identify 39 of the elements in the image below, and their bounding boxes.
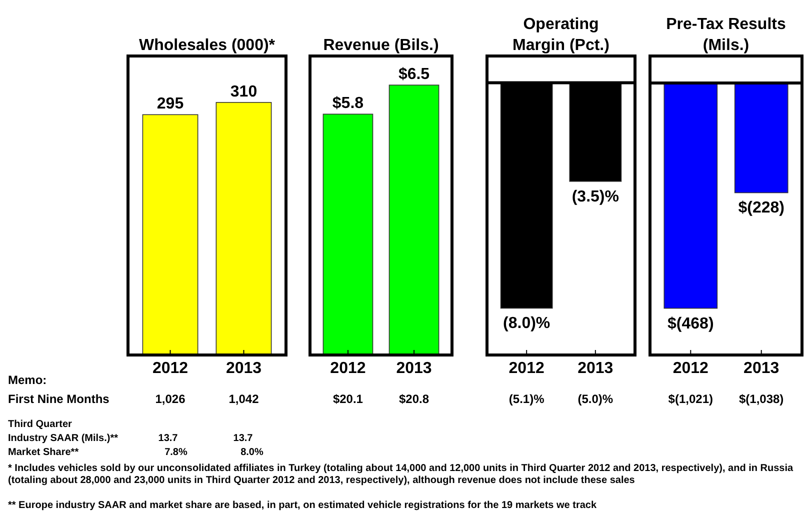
data-label: (8.0)% xyxy=(503,315,550,332)
data-label: $6.5 xyxy=(398,66,430,84)
text: First Nine Months xyxy=(8,392,110,406)
text: ** Europe industry SAAR and market share are based, in part, on estimated vehicle registrations for the 19 markets we track xyxy=(8,500,597,511)
text: (5.1)% xyxy=(508,392,545,406)
text: $(1,021) xyxy=(668,392,714,406)
data-label: 310 xyxy=(230,83,258,100)
text: * Includes vehicles sold by our unconsolidated affiliates in Turkey (totaling about 14,000 and 12,000 units in Third Quarter 2012 and 2013, respectively), and in Russia (totaling about 28,000 and 23,000 units in Third Quarter 2012 and 2013, respectively), although revenue does not include these sales xyxy=(8,463,794,486)
text: 1,042 xyxy=(228,392,260,406)
x-tick-label: 2013 xyxy=(226,360,262,377)
data-label: $(468) xyxy=(668,315,714,332)
x-tick-label: 2012 xyxy=(330,360,366,377)
x-tick-label: 2012 xyxy=(152,360,188,377)
text: Third Quarter xyxy=(8,419,72,430)
text: (5.0)% xyxy=(578,392,614,406)
text: $(1,038) xyxy=(738,392,784,406)
x-tick-label: 2012 xyxy=(508,360,544,377)
x-tick-label: 2012 xyxy=(672,360,709,377)
text: Market Share** xyxy=(8,447,79,458)
data-label: 295 xyxy=(156,96,184,113)
data-label: $5.8 xyxy=(332,95,364,112)
chart-title: Pre-Tax Results (Mils.) xyxy=(666,16,786,54)
data-label: $(228) xyxy=(738,200,784,217)
text: 8.0% xyxy=(240,447,264,458)
text: 13.7 xyxy=(233,433,254,444)
chart-title: Operating Margin (Pct.) xyxy=(512,16,610,54)
x-tick-label: 2013 xyxy=(578,360,614,377)
text: 13.7 xyxy=(158,433,178,444)
x-tick-label: 2013 xyxy=(744,360,780,377)
text: Industry SAAR (Mils.)** xyxy=(8,433,118,444)
x-tick-label: 2013 xyxy=(396,360,432,377)
text: Memo: xyxy=(8,373,47,387)
text: 1,026 xyxy=(155,392,186,406)
chart-title: Revenue (Bils.) xyxy=(323,37,439,54)
text: $20.8 xyxy=(399,392,430,406)
text: 7.8% xyxy=(164,447,188,458)
chart-title: Wholesales (000)* xyxy=(138,37,276,54)
data-label: (3.5)% xyxy=(572,188,619,206)
text: $20.1 xyxy=(332,392,364,406)
